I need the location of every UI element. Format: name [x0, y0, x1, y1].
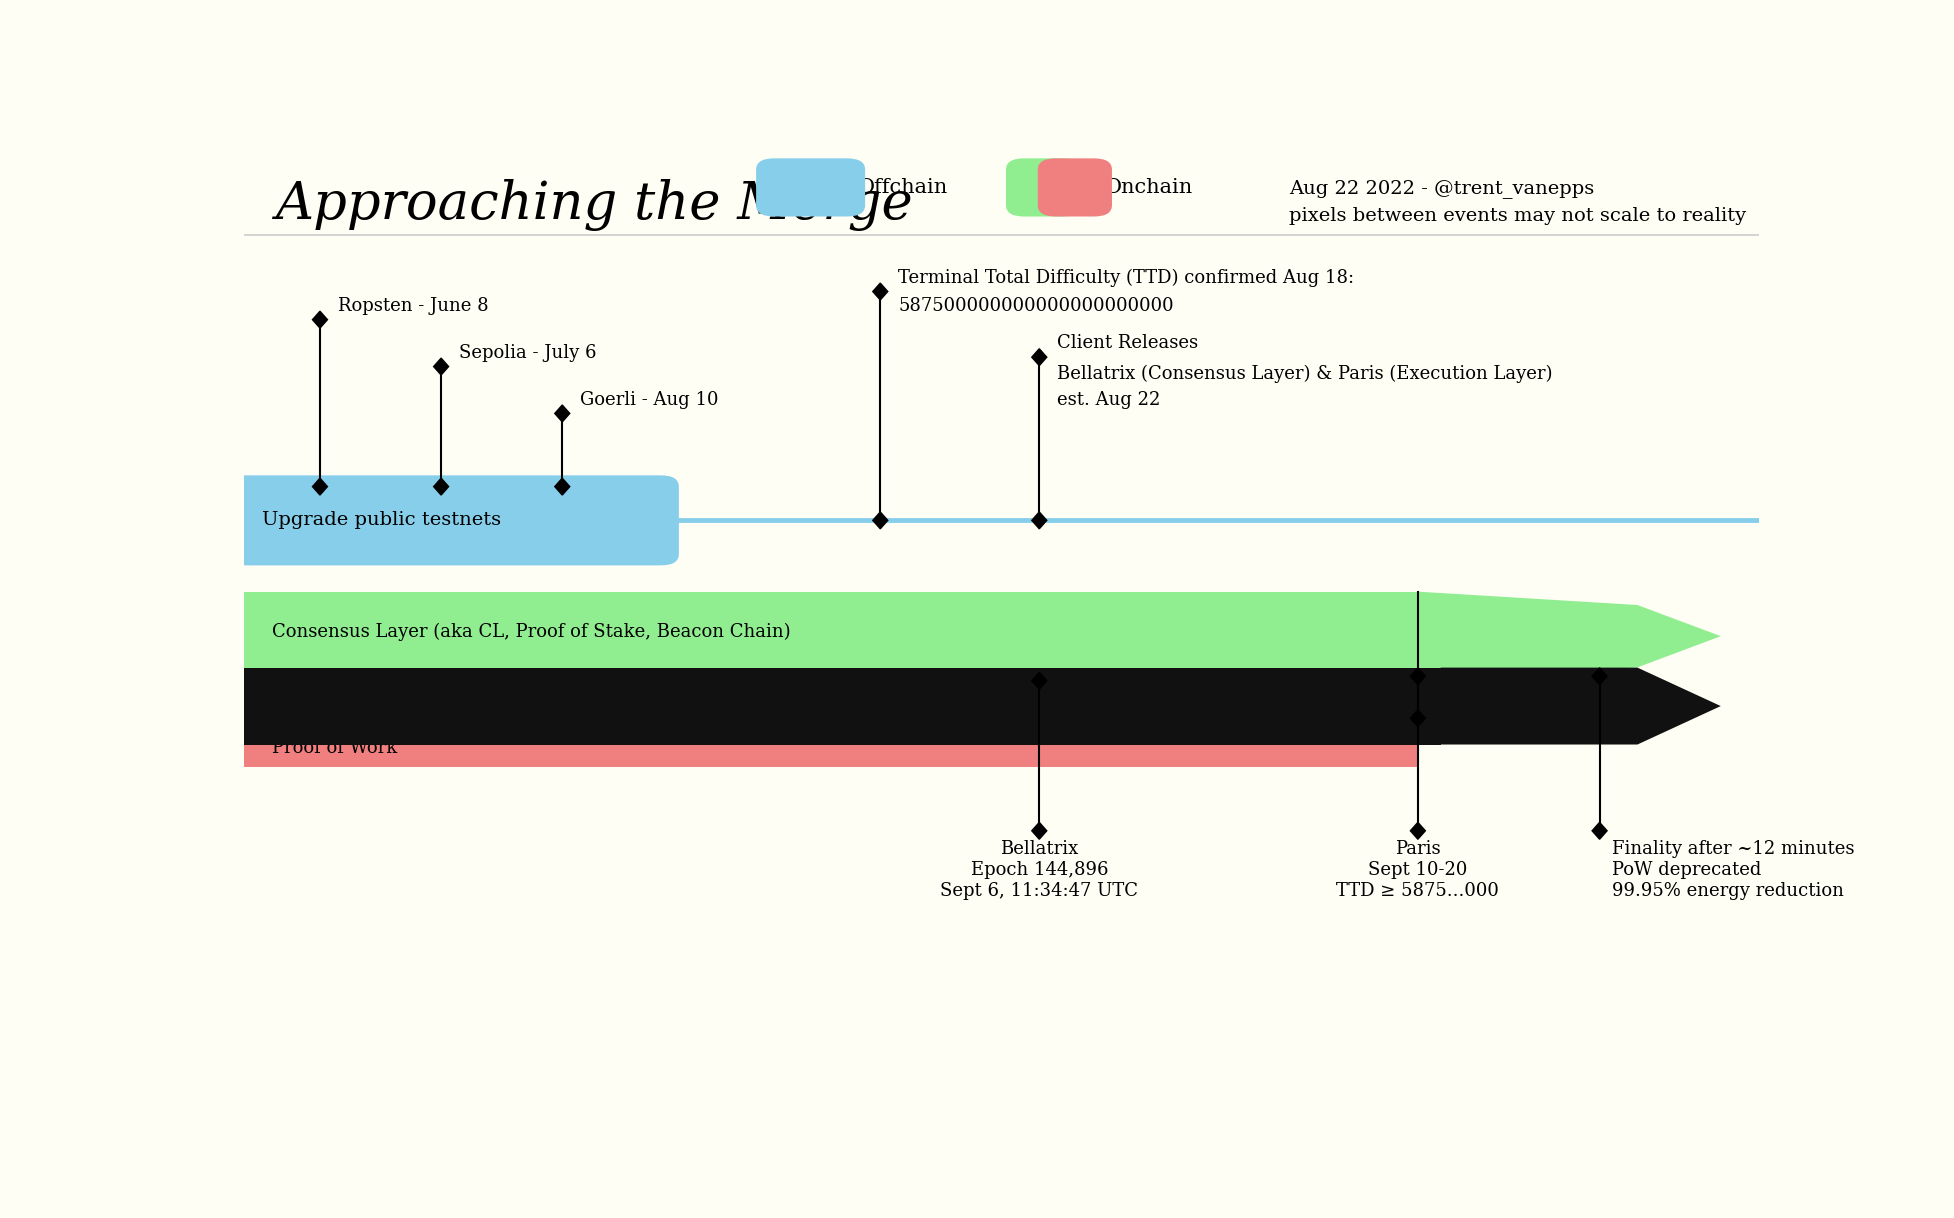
Text: Upgrade public testnets: Upgrade public testnets	[262, 512, 502, 530]
Text: Finality after ~12 minutes
PoW deprecated
99.95% energy reduction: Finality after ~12 minutes PoW deprecate…	[1612, 840, 1854, 900]
FancyBboxPatch shape	[227, 475, 678, 565]
Text: Sepolia - July 6: Sepolia - July 6	[459, 343, 596, 362]
Polygon shape	[313, 312, 328, 328]
FancyBboxPatch shape	[756, 158, 866, 217]
Text: est. Aug 22: est. Aug 22	[1057, 391, 1161, 409]
Text: Onchain: Onchain	[1104, 178, 1192, 197]
Polygon shape	[1032, 672, 1047, 689]
Text: Client Releases: Client Releases	[1057, 335, 1198, 352]
Text: Aug 22 2022 - @trent_vanepps: Aug 22 2022 - @trent_vanepps	[1290, 179, 1594, 199]
Text: Bellatrix
Epoch 144,896
Sept 6, 11:34:47 UTC: Bellatrix Epoch 144,896 Sept 6, 11:34:47…	[940, 840, 1139, 900]
Text: Proof of Work: Proof of Work	[272, 739, 397, 758]
Text: Goerli - Aug 10: Goerli - Aug 10	[580, 391, 719, 409]
Polygon shape	[1032, 348, 1047, 365]
Text: Approaching the Merge: Approaching the Merge	[274, 179, 913, 231]
Text: 587500000000000000000000: 587500000000000000000000	[899, 297, 1174, 315]
Bar	[244, 592, 1419, 681]
Polygon shape	[1440, 667, 1721, 744]
Text: Offchain: Offchain	[858, 178, 948, 197]
Text: Bellatrix (Consensus Layer) & Paris (Execution Layer): Bellatrix (Consensus Layer) & Paris (Exe…	[1057, 364, 1553, 382]
Text: pixels between events may not scale to reality: pixels between events may not scale to r…	[1290, 207, 1747, 225]
Text: Terminal Total Difficulty (TTD) confirmed Aug 18:: Terminal Total Difficulty (TTD) confirme…	[899, 269, 1354, 287]
Bar	[244, 719, 1419, 767]
Polygon shape	[313, 479, 328, 495]
Text: Execution Layer (aka EL, Ethereum Historic State): Execution Layer (aka EL, Ethereum Histor…	[272, 688, 739, 706]
Polygon shape	[434, 479, 449, 495]
Polygon shape	[1419, 592, 1721, 681]
Polygon shape	[873, 512, 887, 529]
Text: Paris
Sept 10-20
TTD ≥ 5875...000: Paris Sept 10-20 TTD ≥ 5875...000	[1337, 840, 1499, 900]
FancyBboxPatch shape	[1038, 158, 1112, 217]
Polygon shape	[1593, 667, 1606, 685]
Polygon shape	[1411, 710, 1424, 727]
Polygon shape	[873, 283, 887, 300]
Text: Consensus Layer (aka CL, Proof of Stake, Beacon Chain): Consensus Layer (aka CL, Proof of Stake,…	[272, 622, 789, 641]
Polygon shape	[1032, 512, 1047, 529]
Polygon shape	[1411, 667, 1424, 685]
FancyBboxPatch shape	[1006, 158, 1081, 217]
Polygon shape	[434, 358, 449, 375]
Polygon shape	[555, 406, 571, 421]
Polygon shape	[1411, 822, 1424, 839]
Polygon shape	[555, 479, 571, 495]
Polygon shape	[1032, 822, 1047, 839]
Text: Ropsten - June 8: Ropsten - June 8	[338, 297, 488, 315]
Bar	[244, 667, 1440, 744]
Polygon shape	[1593, 822, 1606, 839]
